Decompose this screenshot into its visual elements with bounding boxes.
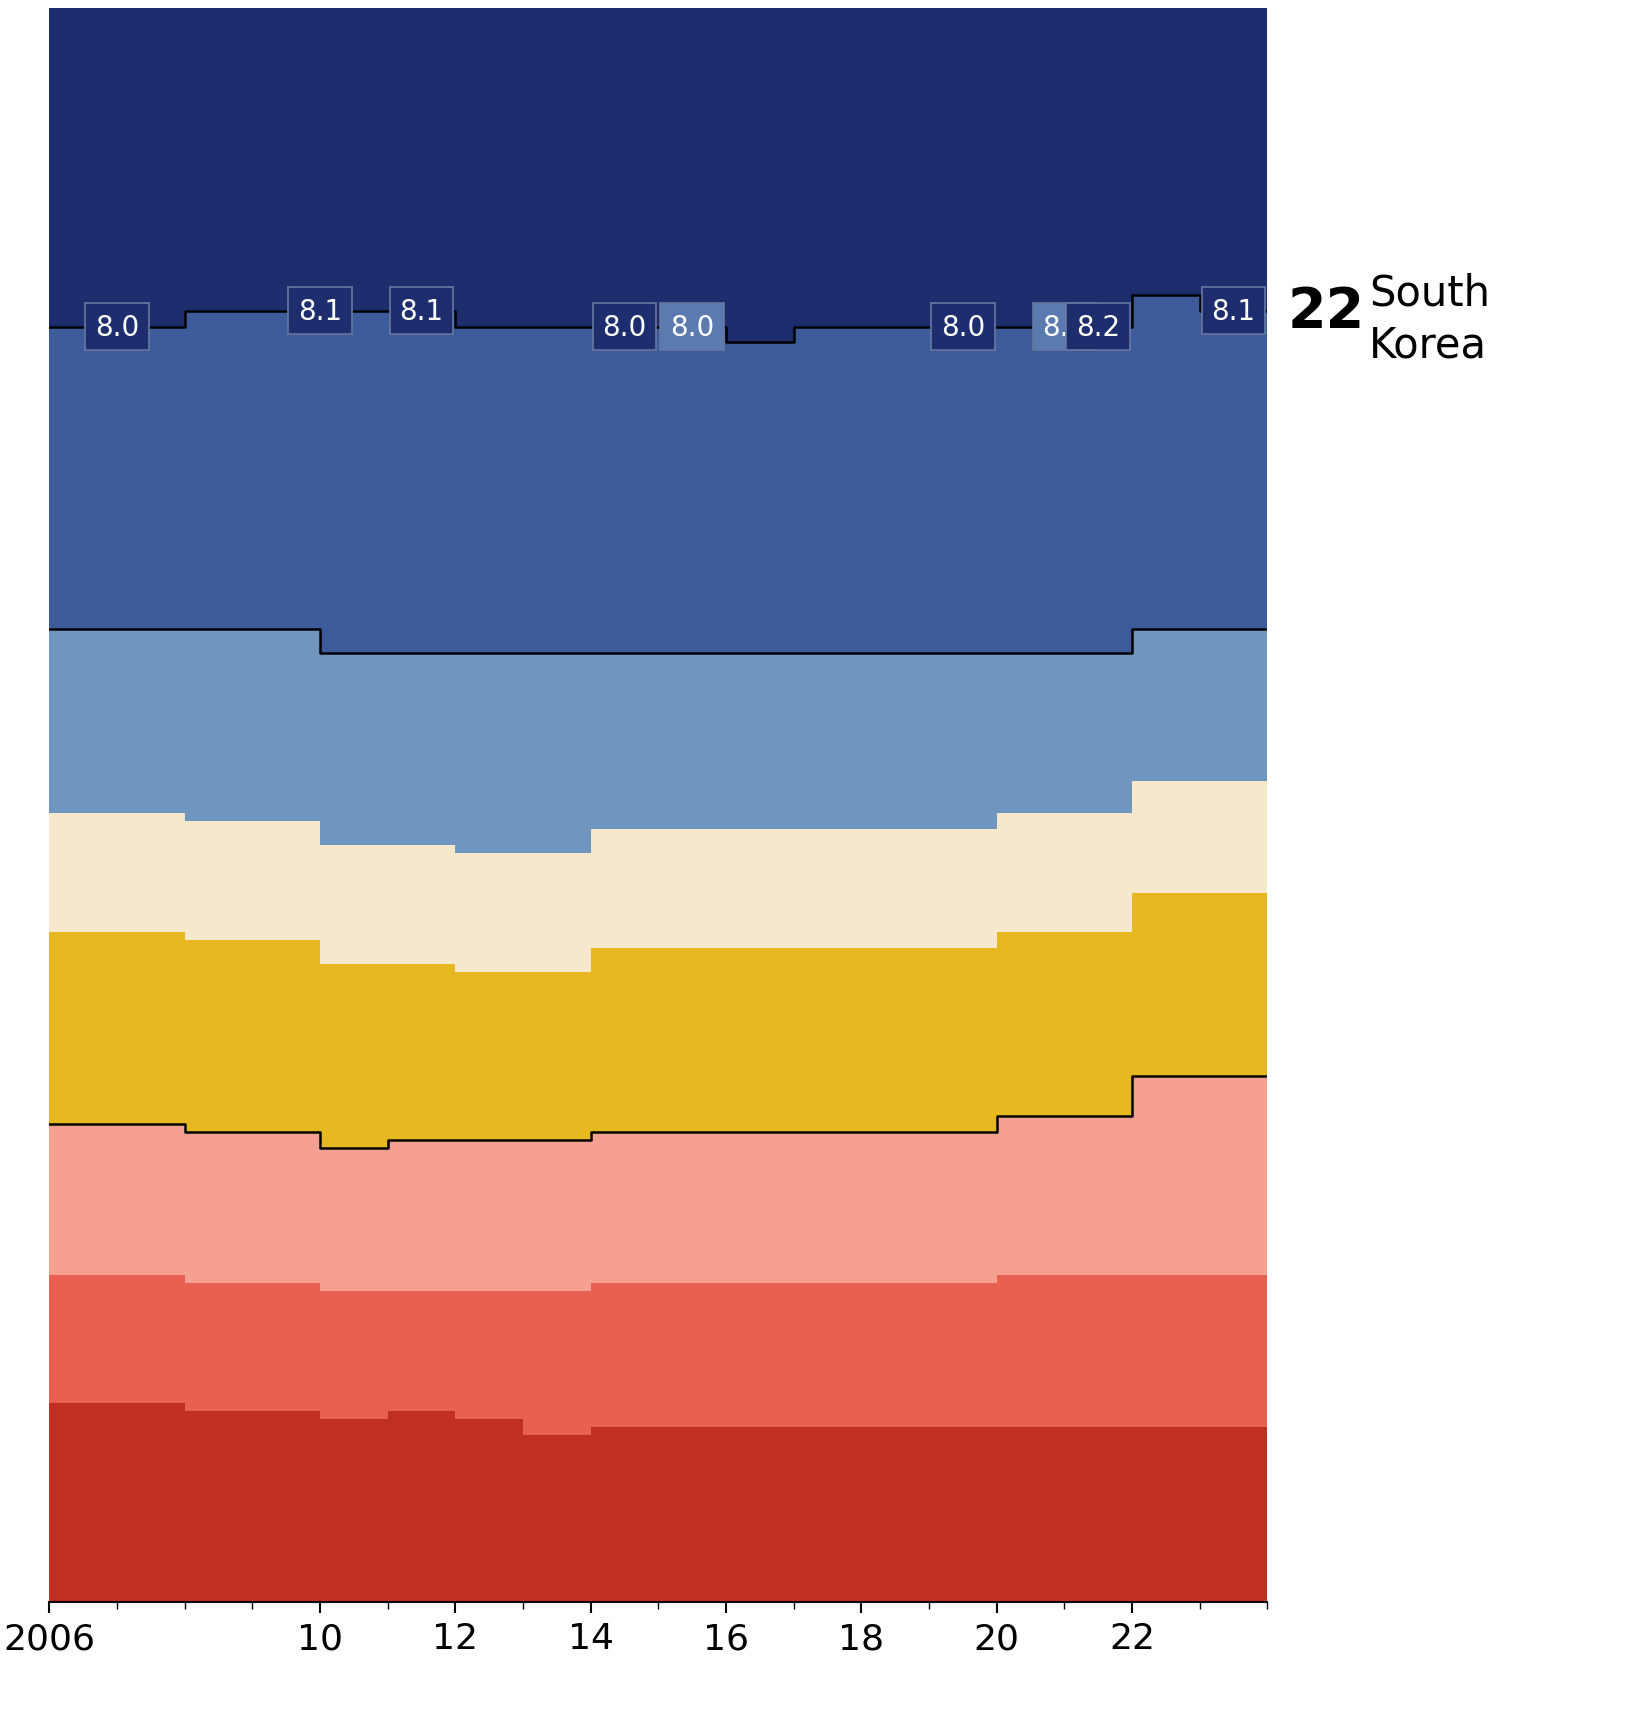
Text: 8.1: 8.1 — [1211, 298, 1256, 326]
Text: 8.0: 8.0 — [670, 313, 714, 341]
Text: 8.1: 8.1 — [400, 298, 444, 326]
Text: 8.2: 8.2 — [1076, 313, 1121, 341]
Text: 8.0: 8.0 — [942, 313, 984, 341]
Text: South
Korea: South Korea — [1369, 272, 1490, 365]
Text: 8.0: 8.0 — [1042, 313, 1086, 341]
Text: 8.0: 8.0 — [602, 313, 647, 341]
Text: 22: 22 — [1287, 284, 1365, 338]
Text: 8.1: 8.1 — [298, 298, 342, 326]
Text: 8.0: 8.0 — [95, 313, 140, 341]
